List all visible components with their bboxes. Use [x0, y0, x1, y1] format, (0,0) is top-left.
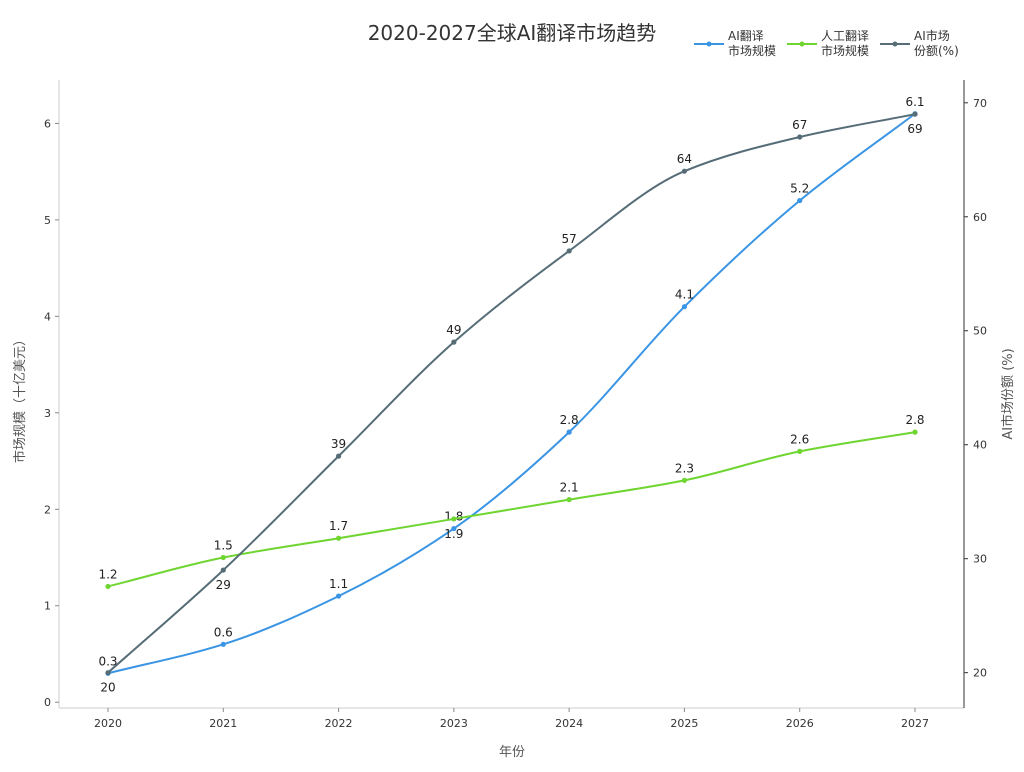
series-line	[107, 113, 916, 674]
data-point	[220, 554, 226, 561]
data-point	[220, 641, 226, 647]
data-point	[797, 197, 803, 204]
y-tick-label-left: 4	[44, 310, 51, 323]
legend-item: 人工翻译市场规模	[787, 29, 869, 58]
data-label: 2.8	[905, 413, 924, 427]
series-2: 20 29 39 49 57 64 67 69	[100, 111, 923, 695]
data-point	[105, 670, 111, 676]
x-tick-label: 2022	[325, 717, 353, 730]
data-label: 1.9	[444, 527, 463, 541]
x-tick-label: 2021	[209, 717, 237, 730]
data-point	[797, 134, 803, 140]
series-1: 1.2 1.5 1.7 1.9 2.1 2.3 2.6 2.8	[98, 413, 925, 590]
legend-label: AI翻译市场规模	[728, 29, 776, 58]
data-label: 1.5	[214, 539, 233, 553]
data-label: 2.6	[790, 432, 809, 446]
x-tick-label: 2025	[670, 717, 698, 730]
y-axis-label-left: 市场规模（十亿美元）	[12, 333, 28, 463]
data-point	[451, 516, 457, 522]
data-label: 0.6	[214, 625, 233, 639]
x-tick-label: 2024	[555, 717, 583, 730]
data-point	[451, 525, 457, 532]
series-line	[107, 112, 916, 675]
data-label: 39	[331, 437, 346, 451]
y-tick-label-right: 30	[973, 553, 987, 566]
y-axis-label-right: AI市场份额 (%)	[1000, 348, 1016, 439]
data-point	[566, 497, 572, 503]
data-label: 2.3	[675, 461, 694, 475]
data-point	[451, 339, 457, 345]
data-point	[681, 304, 688, 310]
y-tick-label-right: 50	[973, 325, 987, 338]
data-point	[335, 535, 342, 541]
y-tick-label-left: 5	[44, 214, 51, 227]
legend-item: AI翻译市场规模	[694, 29, 776, 58]
series-line	[107, 431, 916, 588]
data-label: 1.2	[98, 567, 117, 581]
legend-item: AI市场份额(%)	[880, 28, 959, 58]
y-tick-label-left: 2	[44, 503, 51, 516]
data-label: 4.1	[675, 288, 694, 302]
data-point	[335, 593, 342, 599]
legend-label: 人工翻译市场规模	[821, 29, 869, 58]
data-point	[797, 448, 803, 454]
y-tick-label-right: 60	[973, 211, 987, 224]
data-point	[220, 567, 226, 573]
data-label: 29	[216, 578, 231, 592]
data-label: 20	[100, 681, 115, 695]
data-point	[566, 429, 572, 435]
y-tick-label-left: 3	[44, 407, 51, 420]
y-tick-label-left: 6	[44, 117, 51, 130]
x-tick-label: 2026	[786, 717, 814, 730]
data-label: 0.3	[98, 654, 117, 668]
data-label: 1.1	[329, 577, 348, 591]
data-point	[912, 429, 918, 435]
data-label: 2.1	[560, 481, 579, 495]
legend-label: AI市场份额(%)	[914, 28, 959, 58]
x-tick-label: 2023	[440, 717, 468, 730]
data-label: 64	[677, 152, 692, 166]
x-tick-label: 2020	[94, 717, 122, 730]
data-label: 6.1	[905, 95, 924, 109]
data-label: 49	[446, 323, 461, 337]
data-point	[566, 248, 572, 254]
data-point	[681, 168, 688, 174]
x-axis-label: 年份	[499, 745, 525, 760]
legend-marker	[799, 41, 805, 47]
data-label: 69	[907, 122, 922, 136]
data-label: 1.7	[329, 519, 348, 533]
data-point	[105, 583, 111, 590]
x-tick-label: 2027	[901, 717, 929, 730]
y-tick-label-left: 1	[44, 600, 51, 613]
data-point	[681, 477, 688, 483]
y-tick-label-right: 40	[973, 439, 987, 452]
y-tick-label-right: 70	[973, 97, 987, 110]
y-tick-label-right: 20	[973, 667, 987, 680]
y-tick-label-left: 0	[44, 696, 51, 709]
legend-marker	[892, 41, 898, 47]
data-label: 5.2	[790, 182, 809, 196]
data-label: 57	[562, 232, 577, 246]
data-label: 2.8	[560, 413, 579, 427]
data-point	[335, 453, 342, 459]
data-point	[912, 111, 918, 117]
legend-marker	[706, 41, 712, 47]
chart-title: 2020-2027全球AI翻译市场趋势	[368, 21, 657, 45]
data-label: 67	[792, 118, 807, 132]
